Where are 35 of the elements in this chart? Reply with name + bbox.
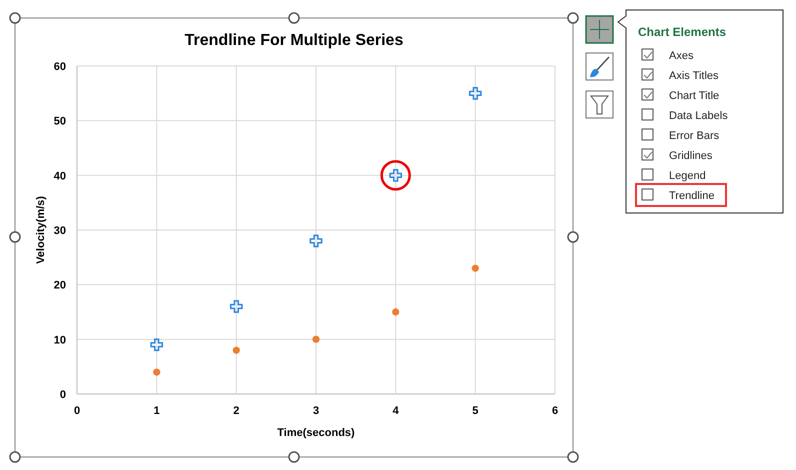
text: Error Bars bbox=[669, 130, 720, 142]
x-tick-label: 2 bbox=[233, 405, 240, 417]
x-tick-label: 3 bbox=[312, 405, 320, 417]
text: Trendline bbox=[669, 190, 714, 202]
x-tick-label: 1 bbox=[154, 405, 160, 417]
text: Chart Elements bbox=[638, 25, 726, 39]
text: Data Labels bbox=[669, 110, 728, 122]
y-tick-label: 0 bbox=[60, 389, 66, 401]
text: Chart Title bbox=[669, 90, 720, 102]
point bbox=[392, 308, 400, 316]
text: Axes bbox=[669, 50, 694, 62]
point bbox=[153, 368, 160, 376]
point bbox=[312, 336, 320, 343]
x-axis-title: Time(seconds) bbox=[277, 427, 356, 439]
chart-title: Trendline For Multiple Series bbox=[184, 32, 404, 49]
y-axis-title: Velocity(m/s) bbox=[35, 196, 47, 264]
x-tick-label: 4 bbox=[392, 405, 400, 417]
point bbox=[232, 346, 240, 354]
text: Legend bbox=[669, 170, 706, 182]
point bbox=[310, 234, 322, 248]
y-tick-label: 20 bbox=[54, 280, 66, 292]
point bbox=[230, 300, 243, 313]
y-tick-label: 60 bbox=[54, 61, 66, 73]
y-tick-label: 30 bbox=[54, 225, 66, 237]
y-tick-label: 40 bbox=[54, 170, 66, 182]
y-tick-label: 50 bbox=[54, 116, 66, 128]
x-tick-label: 0 bbox=[74, 405, 80, 417]
y-tick-label: 10 bbox=[54, 334, 66, 346]
point bbox=[150, 338, 164, 352]
x-tick-label: 6 bbox=[552, 405, 558, 417]
text: Axis Titles bbox=[669, 70, 720, 82]
point bbox=[468, 86, 482, 100]
x-tick-label: 5 bbox=[472, 405, 478, 417]
text: Gridlines bbox=[669, 150, 713, 162]
point bbox=[472, 264, 479, 272]
